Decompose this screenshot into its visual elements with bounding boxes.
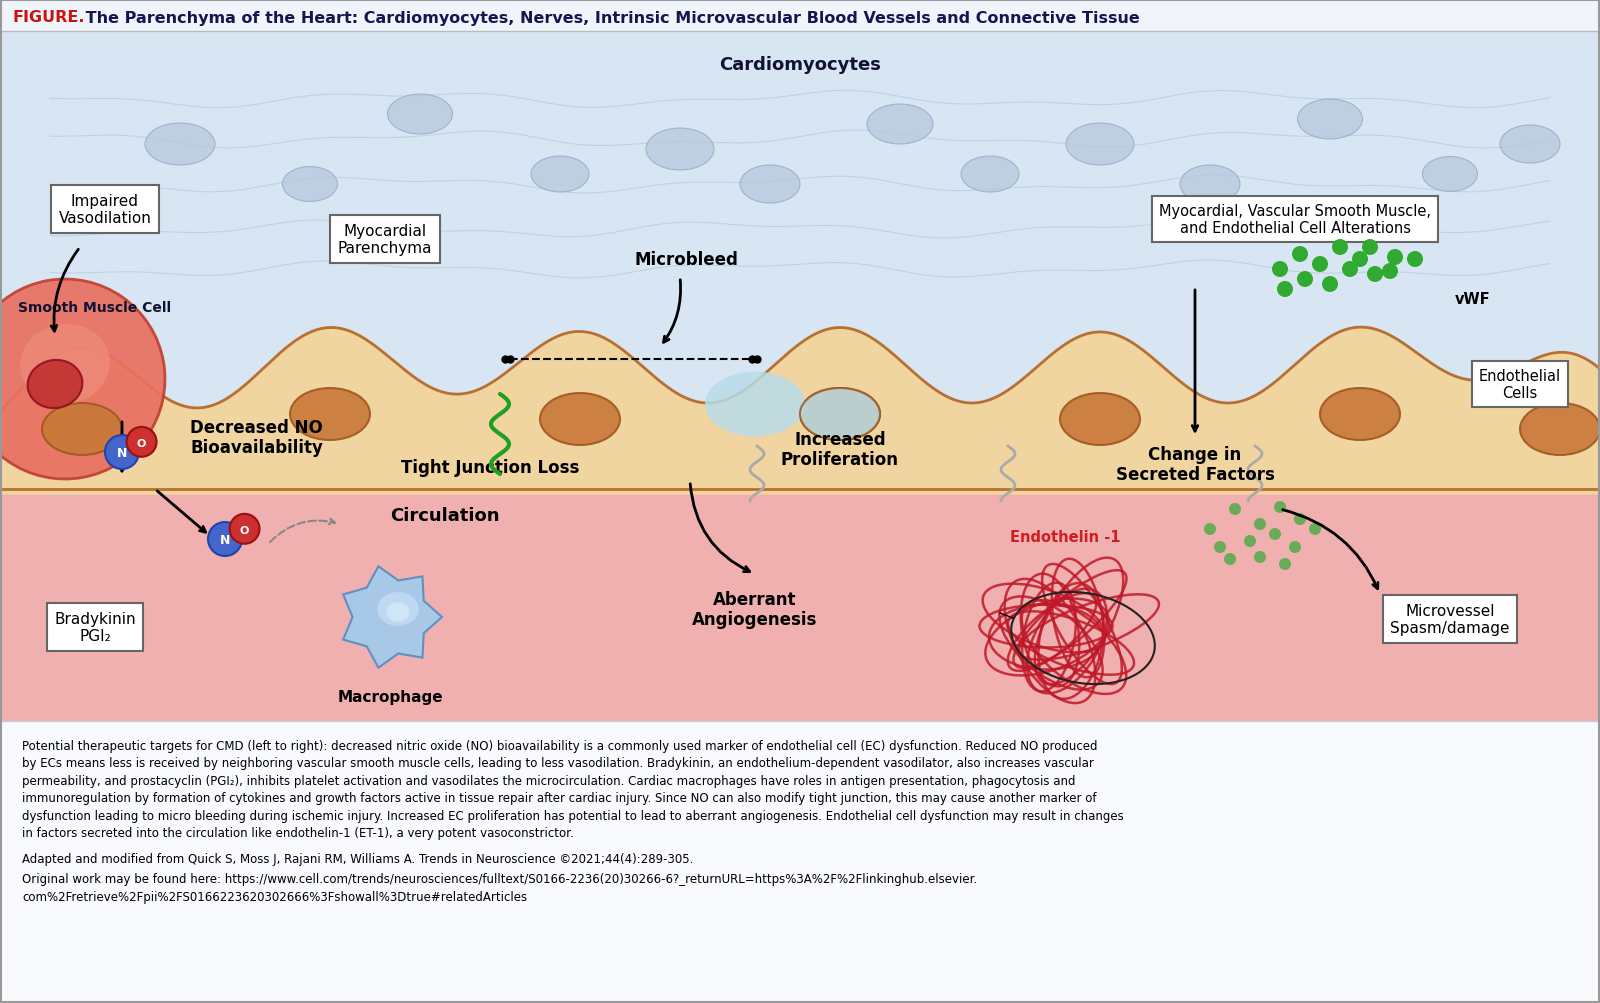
Text: Decreased NO
Bioavailability: Decreased NO Bioavailability — [190, 418, 323, 457]
Circle shape — [1277, 282, 1293, 298]
Circle shape — [1406, 252, 1422, 268]
Text: Increased
Proliferation: Increased Proliferation — [781, 430, 899, 469]
Circle shape — [106, 435, 139, 469]
Text: Macrophage: Macrophage — [338, 690, 443, 705]
Text: permeability, and prostacyclin (PGI₂), inhibits platelet activation and vasodila: permeability, and prostacyclin (PGI₂), i… — [22, 774, 1075, 787]
Ellipse shape — [646, 128, 714, 171]
Text: Tight Junction Loss: Tight Junction Loss — [402, 458, 579, 476]
Text: Original work may be found here: https://www.cell.com/trends/neurosciences/fullt: Original work may be found here: https:/… — [22, 873, 978, 885]
Circle shape — [1205, 524, 1216, 536]
Circle shape — [1342, 262, 1358, 278]
Ellipse shape — [1066, 124, 1134, 165]
Circle shape — [1366, 267, 1382, 283]
Text: Myocardial, Vascular Smooth Muscle,
and Endothelial Cell Alterations: Myocardial, Vascular Smooth Muscle, and … — [1158, 204, 1430, 236]
Ellipse shape — [541, 393, 621, 445]
Text: Smooth Muscle Cell: Smooth Muscle Cell — [18, 301, 171, 315]
Text: in factors secreted into the circulation like endothelin-1 (ET-1), a very potent: in factors secreted into the circulation… — [22, 826, 574, 840]
Ellipse shape — [283, 168, 338, 203]
Text: Cardiomyocytes: Cardiomyocytes — [718, 56, 882, 74]
FancyBboxPatch shape — [0, 32, 1600, 721]
Circle shape — [126, 427, 157, 457]
Circle shape — [1362, 240, 1378, 256]
Text: Myocardial
Parenchyma: Myocardial Parenchyma — [338, 224, 432, 256]
Ellipse shape — [42, 403, 122, 455]
Text: Impaired
Vasodilation: Impaired Vasodilation — [59, 194, 152, 226]
Text: Endothelin -1: Endothelin -1 — [1010, 530, 1120, 545]
FancyBboxPatch shape — [0, 489, 1600, 721]
Circle shape — [1278, 559, 1291, 571]
Ellipse shape — [531, 156, 589, 193]
Circle shape — [1229, 504, 1242, 516]
Ellipse shape — [1520, 403, 1600, 455]
Text: N: N — [117, 447, 126, 460]
Ellipse shape — [739, 165, 800, 204]
Text: com%2Fretrieve%2Fpii%2FS0166223620302666%3Fshowall%3Dtrue#relatedArticles: com%2Fretrieve%2Fpii%2FS0166223620302666… — [22, 890, 526, 903]
Circle shape — [1254, 552, 1266, 564]
Circle shape — [1269, 529, 1282, 541]
Text: FIGURE.: FIGURE. — [13, 10, 85, 25]
Ellipse shape — [378, 593, 419, 626]
Circle shape — [1322, 277, 1338, 293]
Circle shape — [1352, 252, 1368, 268]
Circle shape — [1272, 262, 1288, 278]
Text: Circulation: Circulation — [390, 507, 499, 525]
Text: Bradykinin
PGI₂: Bradykinin PGI₂ — [54, 611, 136, 644]
Ellipse shape — [1181, 165, 1240, 204]
Text: Adapted and modified from Quick S, Moss J, Rajani RM, Williams A. Trends in Neur: Adapted and modified from Quick S, Moss … — [22, 853, 693, 866]
Circle shape — [229, 515, 259, 545]
Circle shape — [1382, 264, 1398, 280]
Circle shape — [1309, 524, 1322, 536]
Text: dysfunction leading to micro bleeding during ischemic injury. Increased EC proli: dysfunction leading to micro bleeding du… — [22, 809, 1123, 822]
Circle shape — [1293, 247, 1309, 263]
Text: Change in
Secreted Factors: Change in Secreted Factors — [1115, 445, 1275, 483]
Circle shape — [1331, 240, 1347, 256]
Circle shape — [1254, 519, 1266, 531]
Circle shape — [208, 523, 242, 557]
Text: by ECs means less is received by neighboring vascular smooth muscle cells, leadi: by ECs means less is received by neighbo… — [22, 756, 1094, 769]
Text: O: O — [138, 438, 146, 448]
Circle shape — [1274, 502, 1286, 514]
Ellipse shape — [962, 156, 1019, 193]
Ellipse shape — [387, 95, 453, 134]
Ellipse shape — [800, 388, 880, 440]
Ellipse shape — [706, 372, 805, 437]
Ellipse shape — [146, 124, 214, 165]
Ellipse shape — [1422, 157, 1477, 193]
Ellipse shape — [1320, 388, 1400, 440]
Circle shape — [1312, 257, 1328, 273]
Circle shape — [1214, 542, 1226, 554]
Text: Microbleed: Microbleed — [635, 251, 739, 269]
Ellipse shape — [800, 388, 880, 440]
Ellipse shape — [867, 105, 933, 144]
Circle shape — [1290, 542, 1301, 554]
Text: The Parenchyma of the Heart: Cardiomyocytes, Nerves, Intrinsic Microvascular Blo: The Parenchyma of the Heart: Cardiomyocy… — [80, 10, 1139, 25]
Text: N: N — [219, 534, 230, 547]
Ellipse shape — [0, 280, 165, 479]
Ellipse shape — [27, 360, 83, 408]
Ellipse shape — [386, 603, 410, 622]
Text: Endothelial
Cells: Endothelial Cells — [1478, 368, 1562, 401]
Text: Aberrant
Angiogenesis: Aberrant Angiogenesis — [693, 590, 818, 629]
Circle shape — [1298, 272, 1314, 288]
Polygon shape — [342, 567, 442, 668]
Circle shape — [1294, 514, 1306, 526]
Text: O: O — [240, 526, 250, 536]
Ellipse shape — [1501, 125, 1560, 163]
Text: immunoregulation by formation of cytokines and growth factors active in tissue r: immunoregulation by formation of cytokin… — [22, 791, 1096, 804]
Polygon shape — [0, 328, 1600, 494]
Ellipse shape — [290, 388, 370, 440]
Circle shape — [1245, 536, 1256, 548]
Circle shape — [1387, 250, 1403, 266]
FancyBboxPatch shape — [0, 721, 1600, 1003]
Ellipse shape — [1298, 100, 1363, 139]
Text: vWF: vWF — [1454, 292, 1491, 307]
Ellipse shape — [21, 325, 110, 405]
Text: Microvessel
Spasm/damage: Microvessel Spasm/damage — [1390, 603, 1510, 636]
FancyBboxPatch shape — [0, 0, 1600, 32]
Circle shape — [1224, 554, 1235, 566]
Ellipse shape — [1059, 393, 1139, 445]
Text: Potential therapeutic targets for CMD (left to right): decreased nitric oxide (N: Potential therapeutic targets for CMD (l… — [22, 739, 1098, 752]
